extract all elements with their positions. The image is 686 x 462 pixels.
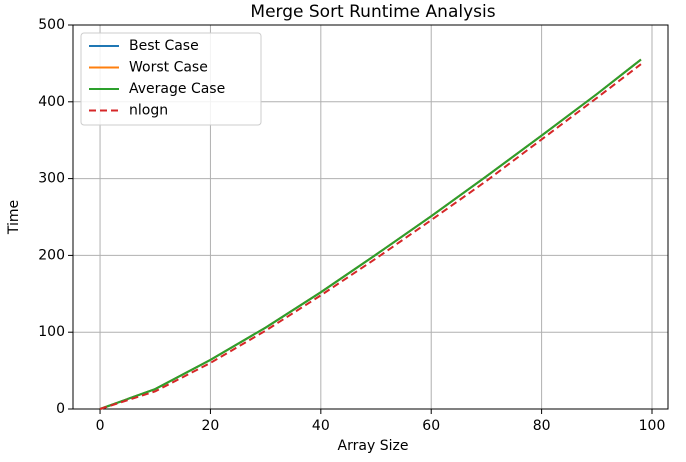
y-tick-label: 200 [38, 247, 65, 263]
legend-label: Best Case [129, 38, 199, 54]
x-axis-label: Array Size [338, 438, 409, 454]
y-tick-label: 300 [38, 171, 65, 187]
x-tick-label: 40 [312, 418, 330, 434]
x-tick-label: 60 [422, 418, 440, 434]
y-tick-label: 500 [38, 17, 65, 33]
series-line [99, 63, 642, 410]
legend-label: Average Case [129, 81, 225, 97]
legend-label: Worst Case [129, 60, 208, 76]
plot-frame [72, 24, 669, 410]
y-tick-label: 100 [38, 324, 65, 340]
chart-title: Merge Sort Runtime Analysis [250, 2, 495, 22]
y-tick-label: 0 [56, 401, 65, 417]
x-tick-label: 0 [96, 418, 105, 434]
x-tick-label: 80 [533, 418, 551, 434]
y-tick-label: 400 [38, 94, 65, 110]
y-axis-label: Time [6, 200, 22, 235]
series-line [99, 58, 642, 410]
legend-label: nlogn [129, 103, 168, 119]
legend-box [80, 32, 262, 126]
x-tick-label: 100 [639, 418, 666, 434]
x-tick-label: 20 [202, 418, 220, 434]
